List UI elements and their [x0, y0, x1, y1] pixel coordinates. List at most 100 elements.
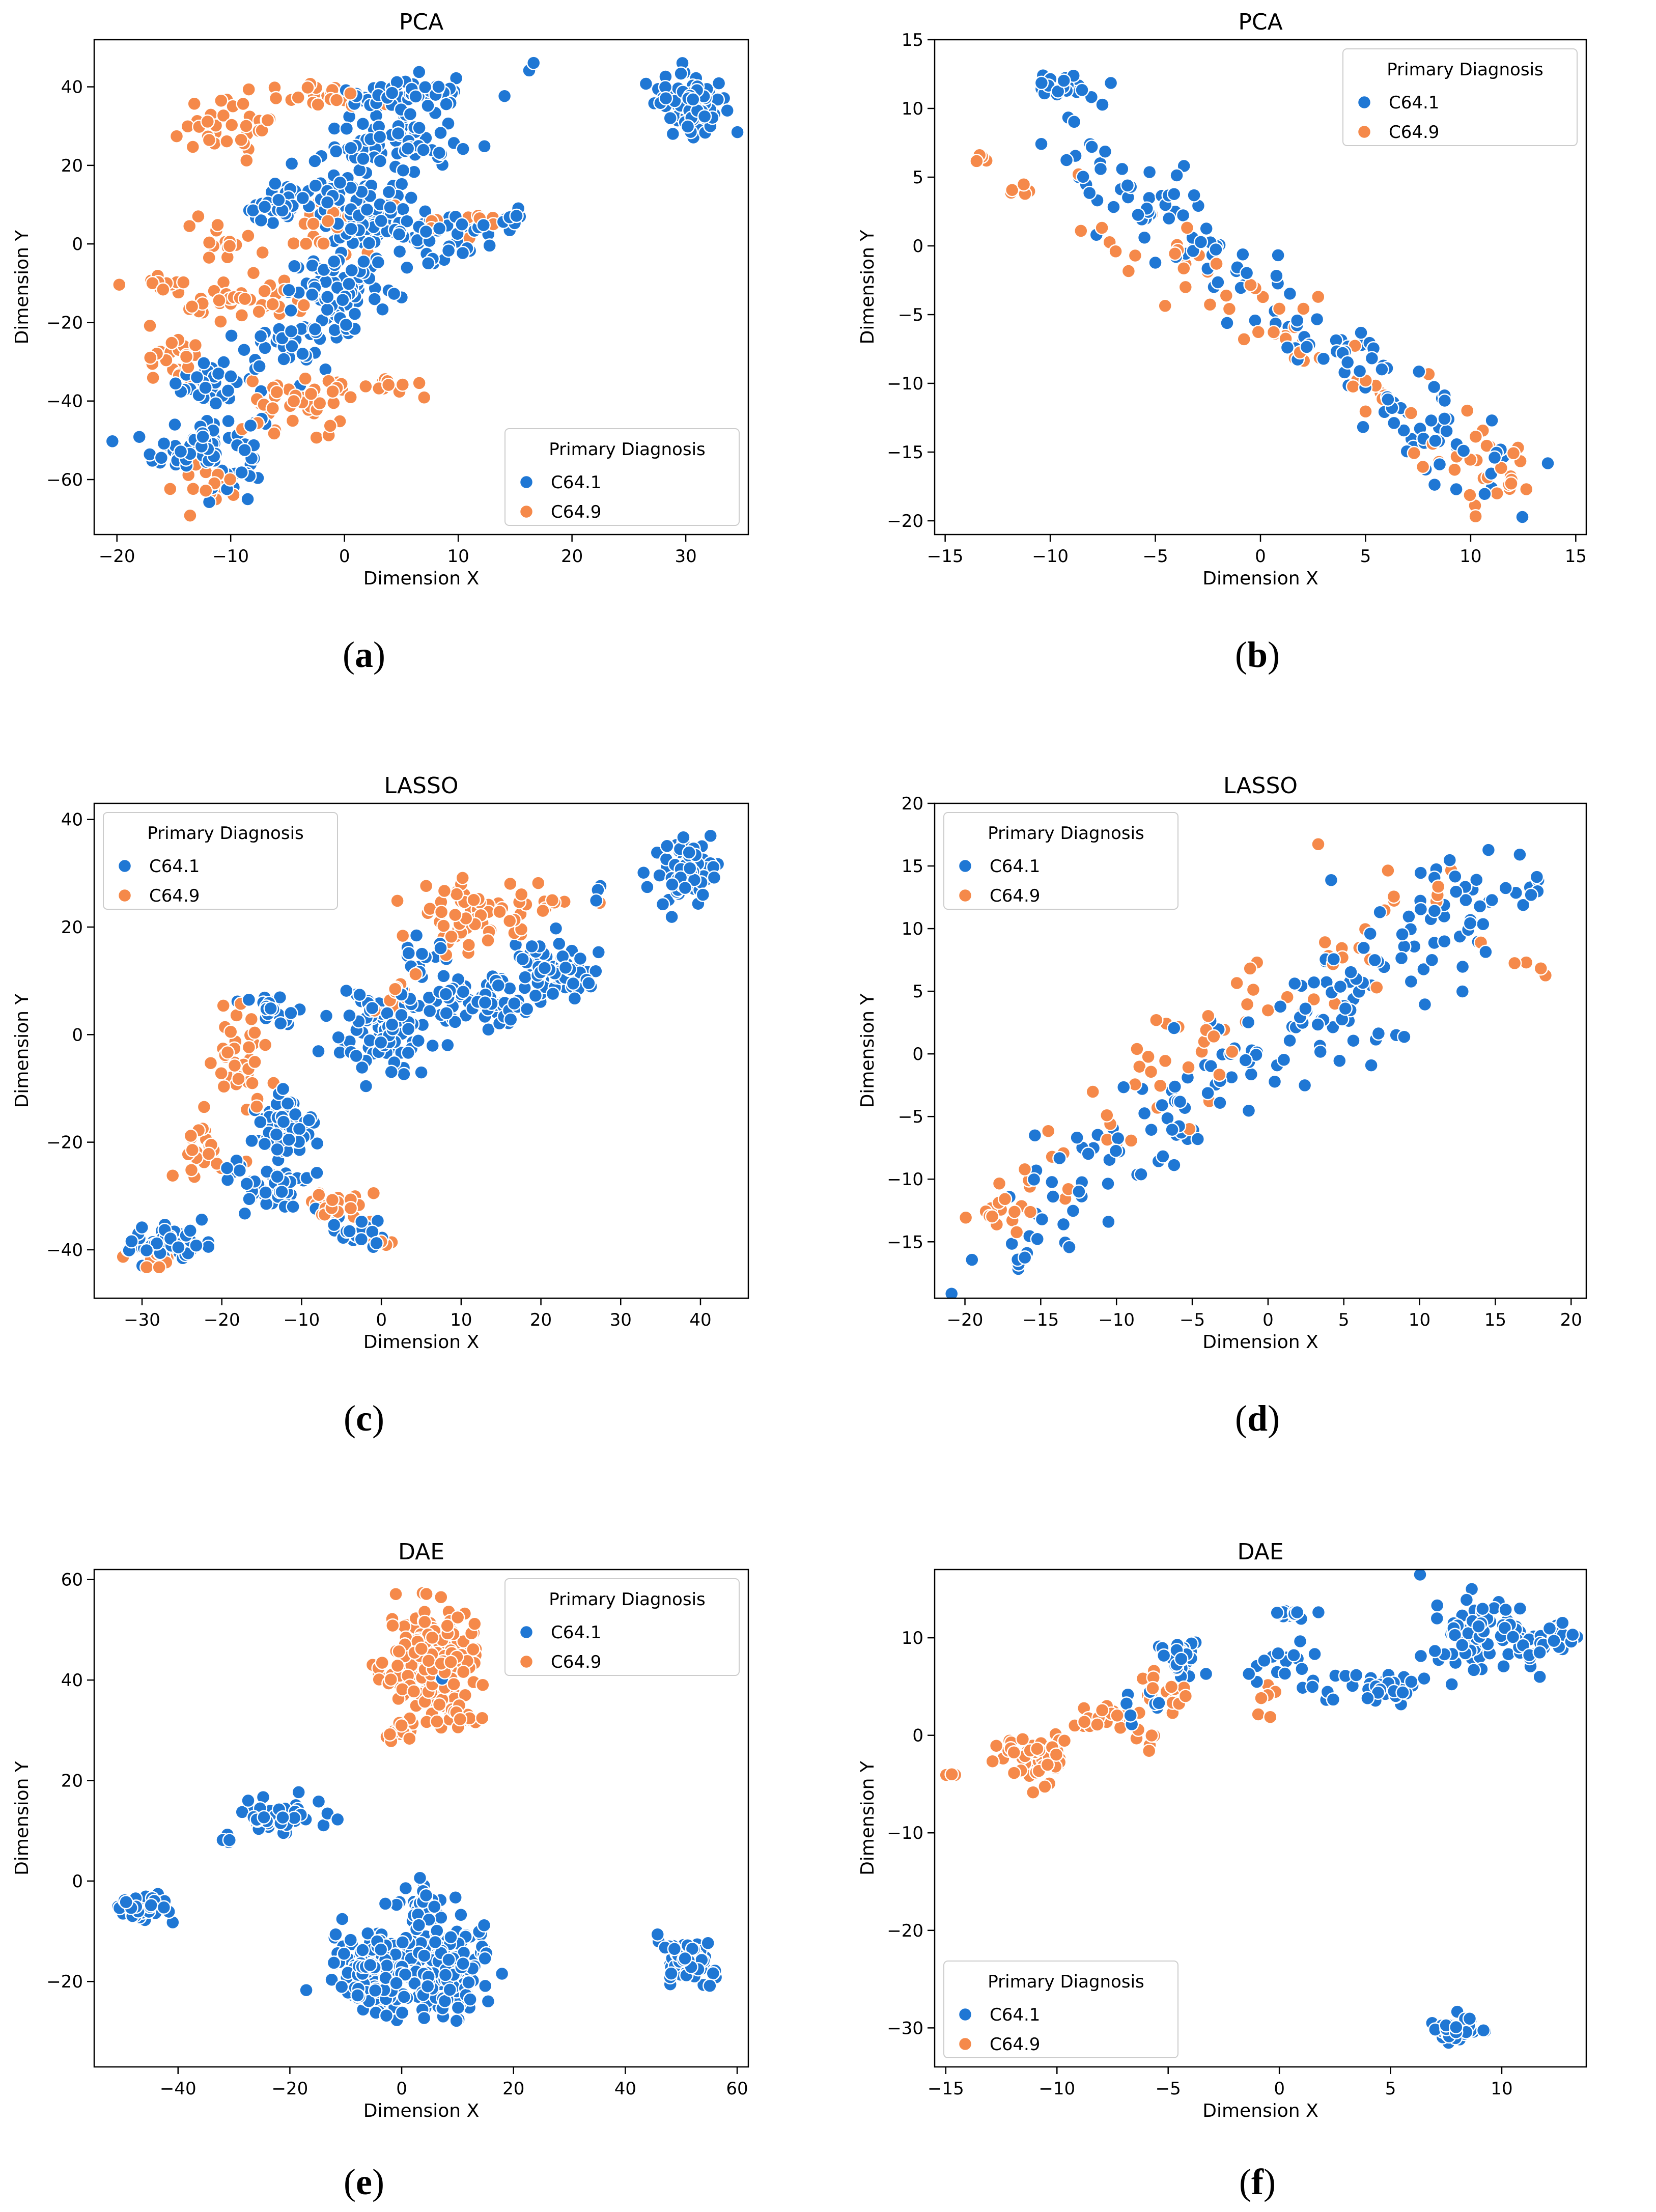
point-C64.9: [545, 893, 560, 908]
point-C64.9: [343, 390, 358, 405]
point-C64.1: [367, 292, 382, 306]
y-tick-label: 15: [902, 30, 923, 50]
y-tick-label: −15: [887, 1232, 923, 1252]
point-C64.1: [558, 960, 573, 975]
point-C64.1: [344, 263, 359, 278]
point-C64.1: [1098, 144, 1113, 159]
point-C64.9: [1306, 992, 1322, 1007]
point-C64.1: [1027, 1128, 1043, 1143]
point-C64.1: [1346, 1033, 1361, 1048]
point-C64.9: [502, 913, 517, 929]
point-C64.9: [197, 1100, 212, 1114]
point-C64.1: [359, 202, 375, 217]
point-C64.9: [222, 472, 238, 487]
point-C64.1: [636, 865, 651, 880]
point-C64.1: [374, 213, 388, 229]
point-C64.1: [1416, 962, 1431, 977]
point-C64.1: [1444, 1677, 1459, 1692]
point-C64.1: [1498, 1602, 1513, 1617]
point-C64.9: [223, 1024, 238, 1040]
point-C64.1: [1072, 1184, 1086, 1199]
point-C64.1: [243, 418, 258, 433]
point-C64.1: [526, 55, 541, 70]
point-C64.1: [420, 98, 435, 113]
point-C64.9: [222, 239, 237, 254]
point-C64.9: [1006, 1745, 1021, 1760]
point-C64.9: [1243, 277, 1258, 293]
point-C64.9: [406, 1684, 422, 1699]
point-C64.1: [220, 383, 236, 398]
point-C64.9: [414, 1641, 429, 1656]
point-C64.9: [456, 1664, 471, 1679]
point-C64.1: [384, 1065, 399, 1079]
point-C64.1: [1547, 1633, 1561, 1648]
legend-marker-C64.1: [519, 474, 534, 490]
point-C64.9: [152, 1260, 166, 1275]
point-C64.1: [1401, 909, 1416, 924]
point-C64.1: [1498, 881, 1513, 895]
y-tick-label: 0: [912, 236, 923, 257]
point-C64.9: [1141, 1743, 1157, 1758]
point-C64.1: [1165, 1122, 1180, 1137]
point-C64.1: [552, 936, 567, 951]
point-C64.1: [257, 200, 272, 214]
point-C64.1: [320, 290, 335, 304]
point-C64.9: [1407, 445, 1422, 461]
point-C64.1: [1455, 1638, 1470, 1653]
point-C64.1: [439, 1005, 454, 1021]
x-axis-label: Dimension X: [1202, 1332, 1318, 1353]
point-C64.9: [453, 1712, 468, 1727]
point-C64.1: [1081, 1146, 1096, 1161]
point-C64.1: [400, 260, 414, 275]
point-C64.1: [1338, 1001, 1353, 1016]
point-C64.1: [1209, 242, 1223, 257]
point-C64.9: [1212, 1067, 1227, 1082]
point-C64.9: [247, 1025, 262, 1040]
point-C64.1: [638, 76, 654, 91]
point-C64.1: [368, 1983, 383, 1998]
x-tick-label: 0: [396, 2079, 407, 2099]
x-axis-label: Dimension X: [363, 1332, 479, 1353]
chart-title-b: PCA: [1238, 9, 1282, 35]
point-C64.1: [548, 921, 564, 936]
x-tick-label: −10: [1038, 2079, 1075, 2099]
x-tick-label: −10: [1098, 1310, 1135, 1330]
point-C64.9: [212, 293, 227, 308]
x-tick-label: 40: [614, 2079, 636, 2099]
point-C64.1: [1458, 892, 1473, 908]
point-C64.1: [1424, 953, 1440, 968]
point-C64.9: [481, 933, 495, 948]
point-C64.1: [139, 1243, 154, 1258]
point-C64.1: [667, 1942, 682, 1956]
point-C64.1: [1287, 976, 1302, 991]
point-C64.1: [700, 1936, 715, 1951]
point-C64.1: [1363, 926, 1378, 941]
point-C64.9: [143, 318, 157, 333]
point-C64.9: [286, 236, 301, 251]
y-tick-label: 10: [902, 1628, 923, 1648]
y-axis-label: Dimension Y: [12, 230, 33, 345]
point-C64.1: [1512, 847, 1527, 862]
point-C64.1: [282, 283, 296, 298]
point-C64.1: [263, 1001, 278, 1016]
y-tick-label: 0: [912, 1044, 923, 1065]
point-C64.1: [420, 256, 436, 271]
point-C64.1: [1295, 1662, 1309, 1676]
point-C64.1: [310, 1136, 325, 1151]
point-C64.1: [442, 1982, 457, 1997]
point-C64.1: [455, 245, 470, 261]
point-C64.9: [202, 250, 216, 265]
point-C64.1: [1034, 75, 1049, 91]
point-C64.9: [366, 1186, 381, 1200]
point-C64.1: [284, 156, 299, 171]
point-C64.9: [1144, 1728, 1159, 1743]
point-C64.1: [253, 1114, 268, 1130]
x-tick-label: 30: [675, 546, 696, 567]
point-C64.1: [362, 1957, 378, 1973]
y-tick-label: 60: [61, 1570, 83, 1590]
point-C64.9: [437, 883, 452, 899]
point-C64.1: [1193, 235, 1209, 249]
point-C64.9: [1158, 1053, 1173, 1069]
point-C64.9: [1430, 879, 1446, 894]
point-C64.9: [231, 1071, 246, 1086]
